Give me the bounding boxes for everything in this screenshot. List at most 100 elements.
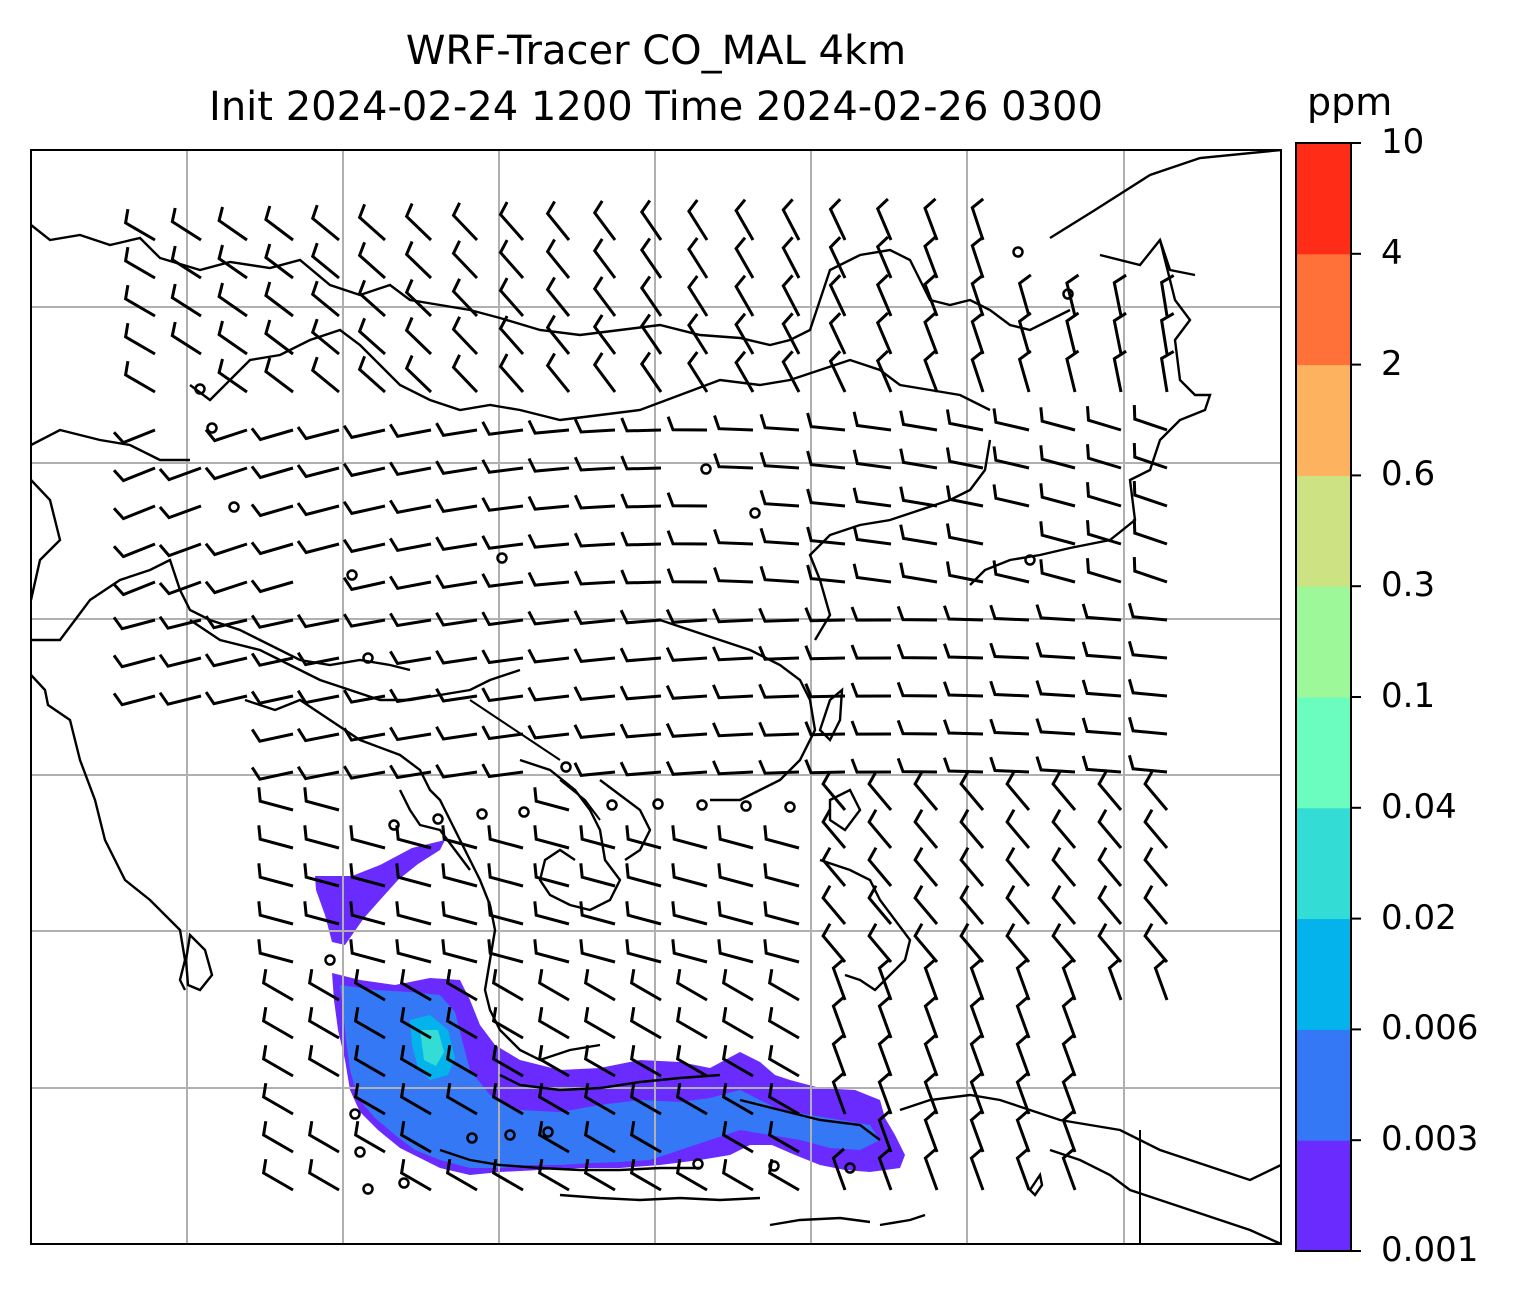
- wind-barb: [1159, 350, 1175, 393]
- wind-barb: [357, 279, 386, 318]
- wind-barb: [307, 1120, 340, 1154]
- wind-barb: [399, 1044, 432, 1078]
- wind-barb: [877, 1109, 893, 1153]
- wind-barb: [989, 756, 1030, 774]
- wind-barb: [404, 278, 433, 318]
- wind-barb: [343, 689, 386, 704]
- wind-barb: [913, 884, 939, 925]
- wind-barb: [1086, 558, 1122, 584]
- wind-barb: [257, 825, 294, 850]
- tracer-plume-south-core2: [420, 1030, 444, 1066]
- wind-barb: [767, 1082, 800, 1116]
- wind-barb: [264, 205, 294, 242]
- wind-barb: [875, 349, 893, 393]
- wind-barb: [959, 846, 985, 887]
- calm-wind-circle: [652, 798, 664, 810]
- colorbar-segments: [1296, 143, 1351, 1252]
- wind-barb: [487, 863, 524, 888]
- wind-barb: [763, 901, 800, 926]
- wind-barb: [831, 1033, 847, 1077]
- wind-barb: [257, 901, 294, 926]
- wind-barb: [850, 606, 892, 622]
- wind-barb: [491, 1082, 524, 1116]
- tracer-plume-north: [315, 840, 445, 945]
- wind-barb: [850, 758, 892, 774]
- colorbar-tick-label: 0.3: [1381, 565, 1436, 606]
- wind-barb: [804, 721, 846, 737]
- wind-barb: [923, 957, 939, 1001]
- wind-barb: [158, 542, 202, 558]
- wind-barb: [527, 686, 570, 702]
- wind-barb: [713, 453, 754, 470]
- wind-barb: [435, 650, 478, 665]
- wind-barb: [923, 1071, 939, 1115]
- wind-barb: [781, 350, 801, 393]
- wind-barb: [923, 273, 939, 317]
- wind-barb: [619, 761, 662, 777]
- wind-barb: [170, 283, 202, 318]
- wind-barb: [349, 863, 386, 888]
- wind-barb: [942, 605, 984, 622]
- wind-barb: [1065, 349, 1080, 393]
- wind-barb: [923, 1147, 939, 1191]
- wind-barb: [942, 681, 984, 698]
- wind-barb: [831, 995, 847, 1039]
- wind-barb: [389, 764, 432, 780]
- wind-barb: [852, 563, 892, 584]
- wind-barb: [261, 1044, 294, 1078]
- wind-barb: [1081, 641, 1122, 660]
- tracer-plume-south-mid: [340, 985, 880, 1168]
- wind-barb: [721, 1158, 754, 1192]
- wind-barb: [481, 763, 524, 779]
- wind-barb: [828, 236, 847, 279]
- wind-barb: [1015, 1147, 1031, 1191]
- wind-barb: [666, 530, 708, 546]
- wind-barb: [620, 417, 662, 433]
- wind-barb: [675, 1158, 708, 1192]
- wind-barb: [923, 995, 939, 1039]
- wind-barb: [389, 423, 432, 438]
- wind-barb: [767, 968, 800, 1002]
- wind-barb: [445, 968, 478, 1002]
- wind-barb: [342, 424, 386, 440]
- wind-barb: [721, 1044, 754, 1078]
- colorbar-tick-label: 0.006: [1381, 1008, 1479, 1049]
- calm-wind-circle: [496, 552, 508, 564]
- wind-barb: [734, 198, 755, 241]
- wind-barb: [969, 957, 985, 1001]
- wind-barb: [639, 199, 663, 241]
- wind-barb: [343, 765, 386, 780]
- wind-barb: [491, 1158, 524, 1192]
- wind-barb: [217, 358, 248, 394]
- wind-barb: [170, 207, 202, 242]
- wind-barb: [899, 448, 938, 470]
- wind-barb: [481, 573, 524, 588]
- wind-barb: [970, 235, 985, 279]
- colorbar-segment: [1296, 364, 1351, 476]
- wind-barb: [877, 1147, 893, 1191]
- wind-barb: [399, 1120, 432, 1154]
- wind-barb: [445, 1044, 478, 1078]
- wind-barb: [112, 504, 156, 521]
- wind-barb: [666, 568, 708, 584]
- wind-barb: [204, 542, 248, 557]
- wind-barb: [349, 939, 386, 964]
- wind-barb: [204, 580, 248, 595]
- wind-barb: [1153, 957, 1169, 1001]
- wind-barb: [1097, 922, 1123, 963]
- colorbar-tick-label: 2: [1381, 343, 1403, 384]
- wind-barb: [498, 353, 525, 393]
- wind-barb: [250, 579, 294, 594]
- calm-wind-circle: [784, 801, 796, 813]
- colorbar-segment: [1296, 697, 1351, 809]
- wind-barb: [666, 416, 708, 432]
- wind-barb: [537, 1006, 570, 1040]
- wind-barb: [389, 612, 432, 628]
- wind-barb: [264, 357, 294, 394]
- wind-barb: [527, 648, 570, 664]
- wind-barb: [717, 825, 754, 850]
- wind-barb: [112, 692, 156, 707]
- calm-wind-circle: [740, 800, 752, 812]
